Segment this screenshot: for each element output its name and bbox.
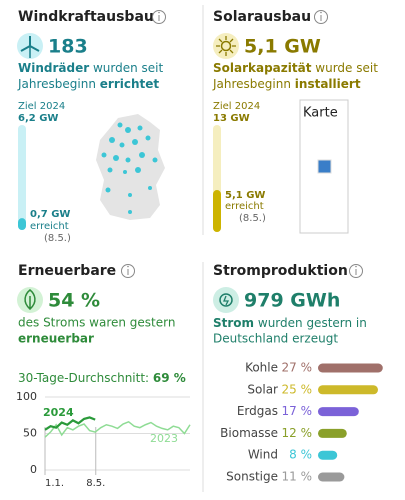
category-label: Kohle <box>245 361 278 375</box>
text: 30-Tage-Durchschnitt: <box>18 371 149 385</box>
y-tick-label: 50 <box>23 427 37 440</box>
value-label: 11 % <box>282 470 313 484</box>
power-icon <box>213 287 239 313</box>
description: Strom wurden gestern in <box>213 316 367 330</box>
x-tick-label: 8.5. <box>86 478 105 489</box>
bar <box>318 407 359 417</box>
x-tick-label: 1.1. <box>45 478 64 489</box>
goal-track <box>18 125 26 230</box>
goal-title: Ziel 2024 <box>18 101 65 112</box>
panel-title: Solarausbau <box>213 9 311 25</box>
map <box>96 114 165 220</box>
line <box>44 416 96 431</box>
current-label: 5,1 GW <box>225 190 265 201</box>
broken-image <box>317 159 332 174</box>
text: 69 % <box>153 371 186 385</box>
text: wurde seit <box>315 61 378 75</box>
text: Jahresbeginn <box>212 77 291 91</box>
description: Windräder wurden seit <box>18 61 164 75</box>
map-alt: Karte <box>303 106 338 121</box>
bar <box>318 428 347 438</box>
text: wurden gestern in <box>258 316 367 330</box>
value-label: 8 % <box>289 448 312 462</box>
goal-title: Ziel 2024 <box>213 101 260 112</box>
description: erneuerbar <box>18 332 94 346</box>
info-icon[interactable] <box>349 264 363 278</box>
panel-title: Windkraftausbau <box>18 9 154 25</box>
line-chart: 0 50 100 1.1. 8.5. 2024 2023 <box>16 390 191 489</box>
current-label: 0,7 GW <box>30 209 70 220</box>
y-tick-label: 0 <box>30 463 37 476</box>
description: Jahresbeginn errichtet <box>17 77 159 91</box>
bar <box>318 385 378 395</box>
bar <box>318 450 338 460</box>
sun-icon <box>213 33 239 59</box>
text: Solarkapazität <box>213 61 312 75</box>
y-tick-label: 100 <box>16 390 37 403</box>
value-label: 17 % <box>282 404 313 418</box>
progress-fill <box>213 190 221 232</box>
bar <box>318 363 383 373</box>
date: (8.5.) <box>239 213 266 224</box>
count: 183 <box>48 36 88 58</box>
date: (8.5.) <box>44 233 71 244</box>
category-label: Wind <box>248 448 278 462</box>
goal-label: 13 GW <box>213 113 250 124</box>
share: 54 % <box>48 290 100 312</box>
series-label: 2023 <box>150 432 178 445</box>
category-label: Biomasse <box>220 426 278 440</box>
goal-label: 6,2 GW <box>18 113 58 124</box>
total: 979 GWh <box>244 290 340 312</box>
count: 5,1 GW <box>244 36 321 58</box>
text: wurden seit <box>93 61 164 75</box>
info-icon[interactable] <box>314 10 328 24</box>
wind-icon <box>17 33 43 59</box>
info-icon[interactable] <box>152 10 166 24</box>
text: installiert <box>295 77 361 91</box>
progress-fill <box>18 218 26 230</box>
description: des Stroms waren gestern <box>18 316 175 330</box>
text: errichtet <box>100 77 160 91</box>
category-label: Solar <box>247 382 278 396</box>
panel-title: Erneuerbare <box>18 263 116 279</box>
line <box>44 420 191 438</box>
value-label: 25 % <box>282 382 313 396</box>
average: 30-Tage-Durchschnitt: 69 % <box>18 371 186 385</box>
info-icon[interactable] <box>121 264 135 278</box>
description: Deutschland erzeugt <box>213 332 338 346</box>
text: Strom <box>213 316 254 330</box>
text: Jahresbeginn <box>17 77 96 91</box>
category-label: Sonstige <box>226 470 278 484</box>
series-label: 2024 <box>43 406 74 419</box>
value-label: 27 % <box>282 361 313 375</box>
description: Solarkapazität wurde seit <box>213 61 378 75</box>
value-label: 12 % <box>282 426 313 440</box>
panel-title: Stromproduktion <box>213 263 348 279</box>
text: Windräder <box>18 61 89 75</box>
current-note: erreicht <box>30 221 69 232</box>
current-note: erreicht <box>225 201 264 212</box>
description: Jahresbeginn installiert <box>212 77 361 91</box>
leaf-icon <box>17 287 43 313</box>
bar <box>318 472 345 482</box>
category-label: Erdgas <box>237 404 278 418</box>
bar-chart: Kohle 27 % Solar 25 % Erdgas 17 % Biomasse 12 %… <box>220 361 383 484</box>
